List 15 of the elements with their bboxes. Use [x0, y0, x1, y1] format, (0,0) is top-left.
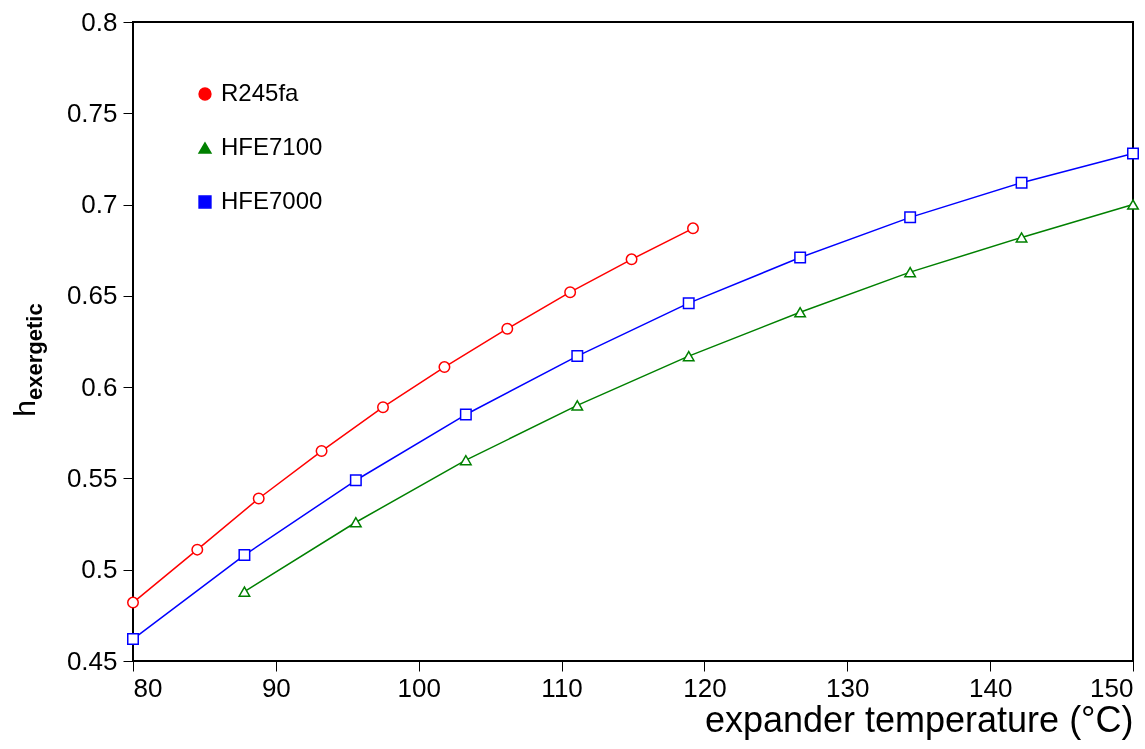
- y-tick-label: 0.45: [66, 645, 118, 676]
- legend-label: R245fa: [221, 79, 300, 106]
- y-tick-label: 0.8: [81, 6, 118, 37]
- x-tick-label: 90: [261, 672, 291, 703]
- y-tick-label: 0.6: [81, 371, 118, 402]
- x-tick-label: 80: [133, 672, 163, 703]
- y-tick-label: 0.7: [81, 189, 118, 220]
- y-tick-label: 0.75: [66, 97, 118, 128]
- legend-label: HFE7000: [221, 187, 323, 214]
- x-tick-label: 100: [397, 672, 441, 703]
- y-tick-label: 0.65: [66, 280, 118, 311]
- y-tick-label: 0.5: [81, 554, 118, 585]
- legend-label: HFE7100: [221, 133, 323, 160]
- x-tick-label: 110: [541, 672, 583, 703]
- y-tick-label: 0.55: [66, 462, 118, 493]
